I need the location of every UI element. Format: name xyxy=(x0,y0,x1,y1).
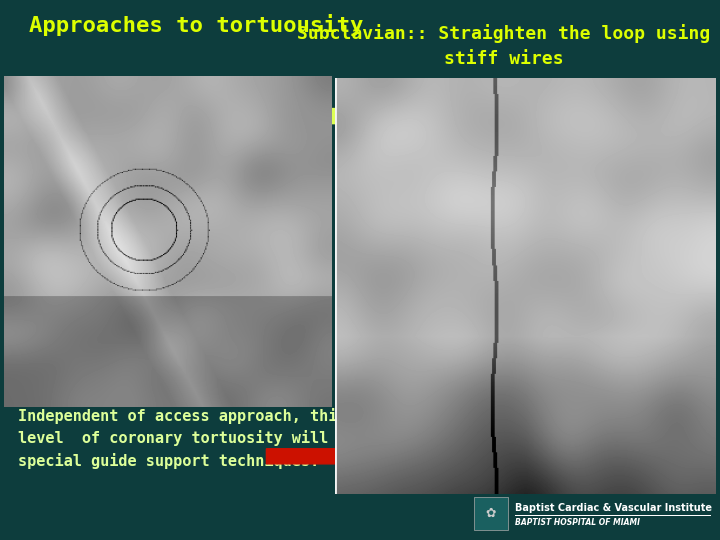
FancyBboxPatch shape xyxy=(472,494,713,532)
FancyArrow shape xyxy=(270,102,428,131)
Bar xyxy=(474,497,508,530)
Text: BAPTIST HOSPITAL OF MIAMI: BAPTIST HOSPITAL OF MIAMI xyxy=(515,518,640,528)
Text: Baptist Cardiac & Vascular Institute: Baptist Cardiac & Vascular Institute xyxy=(515,503,712,514)
Text: ✿: ✿ xyxy=(486,507,496,519)
FancyBboxPatch shape xyxy=(515,515,711,516)
Text: Subclavian:: Straighten the loop using
stiff wires: Subclavian:: Straighten the loop using s… xyxy=(297,24,711,68)
Text: Approaches to tortuousity: Approaches to tortuousity xyxy=(29,14,363,36)
Text: Independent of access approach, this
level  of coronary tortuosity will require
: Independent of access approach, this lev… xyxy=(18,408,401,469)
FancyArrow shape xyxy=(266,440,432,472)
